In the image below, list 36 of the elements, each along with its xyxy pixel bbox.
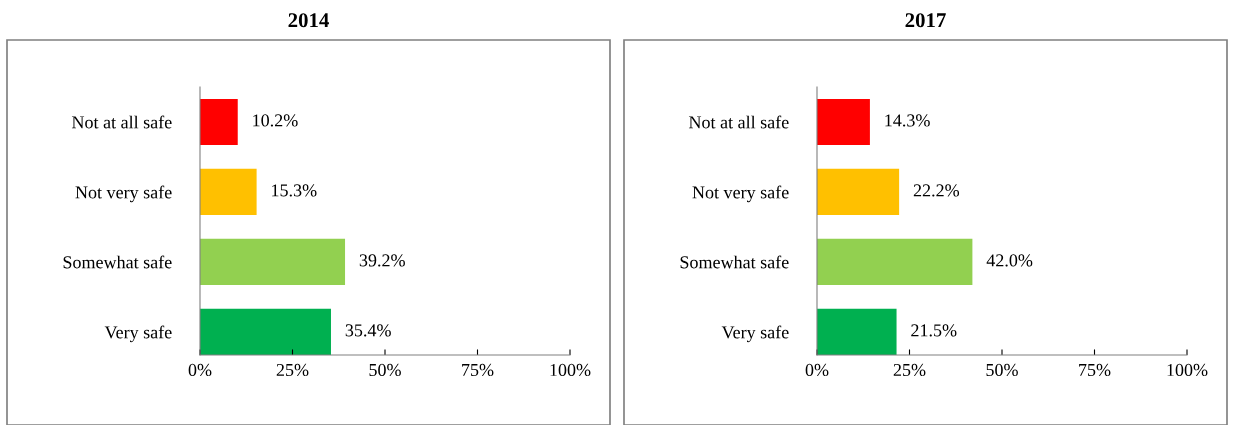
x-tick-label: 75%	[1079, 363, 1111, 377]
y-tick-label: Very safe	[721, 325, 789, 343]
y-tick-label: Somewhat safe	[680, 255, 789, 269]
data-label: 39.2%	[359, 254, 405, 267]
x-tick-label: 0%	[188, 363, 212, 377]
bar	[817, 168, 900, 216]
x-tick-label: 75%	[462, 363, 494, 377]
bar	[817, 98, 870, 146]
bar	[200, 238, 346, 286]
y-tick-label: Not very safe	[692, 185, 789, 203]
x-tick-label: 100%	[550, 363, 591, 377]
chart-title: 2014	[288, 13, 329, 28]
x-tick-label: 25%	[276, 363, 309, 377]
y-tick-label: Somewhat safe	[63, 255, 172, 269]
y-tick-label: Not at all safe	[688, 115, 789, 129]
data-label: 42.0%	[986, 254, 1033, 267]
chart-title: 2017	[905, 13, 946, 28]
x-tick-label: 100%	[1167, 363, 1208, 377]
data-label: 21.5%	[911, 324, 957, 337]
x-tick-label: 25%	[893, 363, 926, 377]
x-tick-label: 0%	[805, 363, 829, 377]
bar	[200, 308, 331, 355]
bar	[200, 168, 257, 216]
x-tick-label: 50%	[369, 363, 401, 377]
data-label: 15.3%	[272, 184, 317, 197]
y-tick-label: Not at all safe	[71, 115, 172, 129]
data-label: 14.3%	[885, 114, 930, 127]
y-tick-label: Very safe	[104, 325, 172, 343]
data-label: 10.2%	[253, 114, 298, 127]
x-tick-label: 50%	[986, 363, 1018, 377]
bar	[200, 98, 238, 146]
data-label: 35.4%	[345, 324, 391, 337]
y-tick-label: Not very safe	[75, 185, 172, 203]
bar	[817, 238, 973, 286]
bar	[817, 308, 897, 355]
data-label: 22.2%	[913, 184, 960, 197]
